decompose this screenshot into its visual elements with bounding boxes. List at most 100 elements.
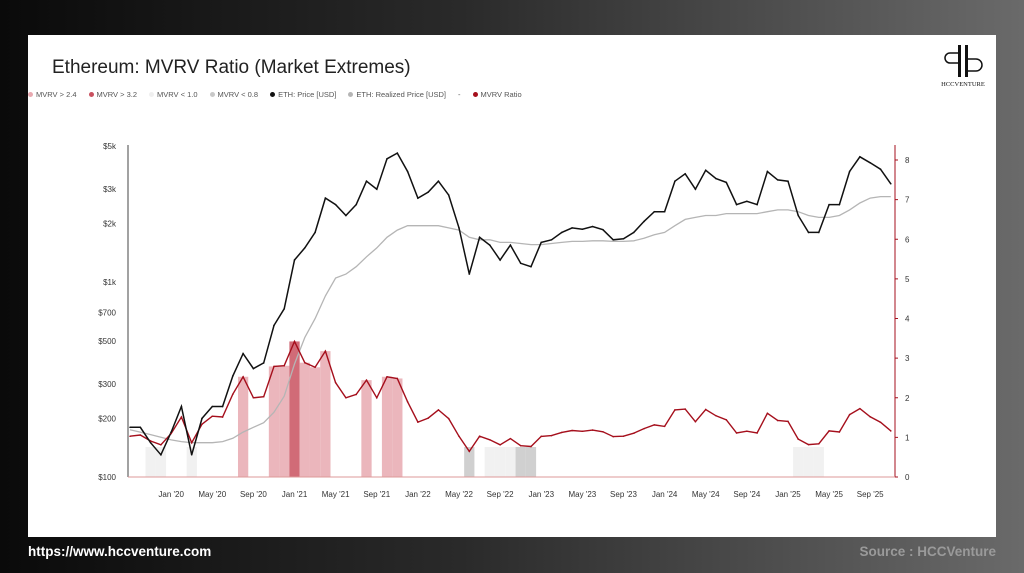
mvrv-point <box>704 408 707 411</box>
price-point <box>591 225 594 228</box>
legend-item[interactable]: - <box>458 90 461 99</box>
mvrv-zone-bar <box>464 447 475 477</box>
legend-item[interactable]: MVRV < 1.0 <box>149 90 198 99</box>
price-point <box>314 231 316 234</box>
legend-item[interactable]: MVRV > 2.4 <box>28 90 77 99</box>
mvrv-point <box>838 431 841 433</box>
price-point <box>489 244 491 246</box>
plot-area: $100 $200 $300 $500 $700 $1k $2k $3k $5k 0 1 2 3 4 5 6 7… <box>98 142 910 499</box>
mvrv-point <box>468 450 471 453</box>
legend-item[interactable]: MVRV < 0.8 <box>209 90 259 99</box>
mvrv-point <box>797 438 800 440</box>
mvrv-point <box>149 440 152 442</box>
x-tick-label: May '25 <box>815 490 843 499</box>
price-point <box>221 405 224 408</box>
mvrv-zone-bar <box>484 447 495 477</box>
price-point <box>345 214 347 217</box>
price-point <box>766 170 769 173</box>
x-tick-label: May '20 <box>198 490 226 499</box>
legend-item[interactable]: ETH: Price [USD] <box>270 90 336 99</box>
legend-item[interactable]: ETH: Realized Price [USD] <box>348 90 446 99</box>
mvrv-point <box>293 340 296 343</box>
mvrv-point <box>848 413 851 416</box>
mvrv-zone-bar <box>289 341 300 477</box>
legend-item[interactable]: MVRV Ratio <box>472 90 522 99</box>
realized-price-line <box>129 195 891 444</box>
mvrv-point <box>509 437 512 440</box>
mvrv-point <box>489 438 491 441</box>
price-point <box>468 273 471 275</box>
legend-swatch <box>149 92 155 97</box>
mvrv-zone-bar <box>505 447 516 477</box>
mvrv-point <box>602 430 604 433</box>
legend-swatch <box>472 92 478 97</box>
price-point <box>653 210 656 213</box>
price-point <box>160 454 162 456</box>
price-point <box>735 203 738 206</box>
price-point <box>129 426 131 429</box>
mvrv-zone-bar <box>803 447 814 477</box>
mvrv-point <box>746 430 748 433</box>
price-point <box>334 203 337 206</box>
mvrv-point <box>540 435 543 438</box>
legend-label: - <box>458 90 461 99</box>
price-point <box>201 417 203 420</box>
website-url[interactable]: https://www.hccventure.com <box>28 544 212 559</box>
mvrv-zone-bar <box>793 447 804 477</box>
legend-label: MVRV < 0.8 <box>217 90 259 99</box>
x-tick-label: Jan '20 <box>158 490 184 499</box>
mvrv-point <box>694 420 697 423</box>
x-tick-label: May '23 <box>568 490 596 499</box>
price-point <box>355 203 358 206</box>
mvrv-zone-bar <box>392 378 403 477</box>
mvrv-point <box>818 443 820 445</box>
price-point <box>756 203 758 206</box>
price-point <box>807 231 810 234</box>
mvrv-point <box>190 441 193 444</box>
mvrv-point <box>807 443 810 446</box>
mvrv-zone-bar <box>268 366 280 477</box>
x-tick-label: Jan '24 <box>652 490 678 499</box>
mvrv-point <box>201 423 203 425</box>
mvrv-point <box>283 364 286 367</box>
price-point <box>283 308 286 310</box>
mvrv-point <box>519 444 522 447</box>
chart-title: Ethereum: MVRV Ratio (Market Extremes) <box>52 57 411 78</box>
mvrv-point <box>869 416 872 418</box>
mvrv-point <box>252 396 255 399</box>
price-point <box>889 182 892 185</box>
mvrv-zone-bar <box>155 447 167 477</box>
legend-swatch <box>88 92 94 97</box>
mvrv-point <box>160 444 162 446</box>
mvrv-zone-bar <box>515 447 526 477</box>
price-point <box>478 236 481 239</box>
y-right-tick-label: 6 <box>905 235 910 244</box>
price-point <box>838 203 841 206</box>
x-tick-label: May '22 <box>445 490 473 499</box>
price-point <box>262 362 265 364</box>
mvrv-zone-bar <box>309 367 321 477</box>
legend-label: MVRV > 3.2 <box>96 90 138 99</box>
price-point <box>869 161 872 164</box>
price-point <box>704 169 707 172</box>
mvrv-point <box>684 408 686 410</box>
y-left-tick-label: $100 <box>98 473 116 482</box>
mvrv-point <box>889 430 892 432</box>
price-point <box>149 441 152 444</box>
legend-item[interactable]: MVRV > 3.2 <box>88 90 138 99</box>
price-point <box>818 231 820 234</box>
price-point <box>437 180 440 182</box>
hccventure-logo: HCCVENTURE <box>941 45 985 88</box>
mvrv-point <box>437 409 440 411</box>
mvrv-point <box>674 409 676 411</box>
y-right-tick-label: 7 <box>905 196 910 205</box>
mvrv-zone-bar <box>145 447 156 477</box>
x-tick-label: May '24 <box>692 490 720 499</box>
mvrv-point <box>139 434 142 436</box>
mvrv-point <box>879 421 882 424</box>
mvrv-point <box>242 375 244 378</box>
price-point <box>561 231 563 234</box>
y-left-tick-label: $300 <box>98 380 116 389</box>
legend-swatch <box>28 92 33 97</box>
mvrv-point <box>530 445 532 448</box>
